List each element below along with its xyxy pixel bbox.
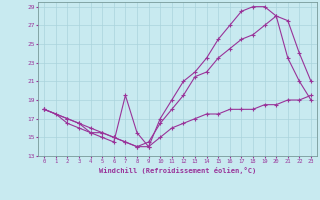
X-axis label: Windchill (Refroidissement éolien,°C): Windchill (Refroidissement éolien,°C) (99, 167, 256, 174)
